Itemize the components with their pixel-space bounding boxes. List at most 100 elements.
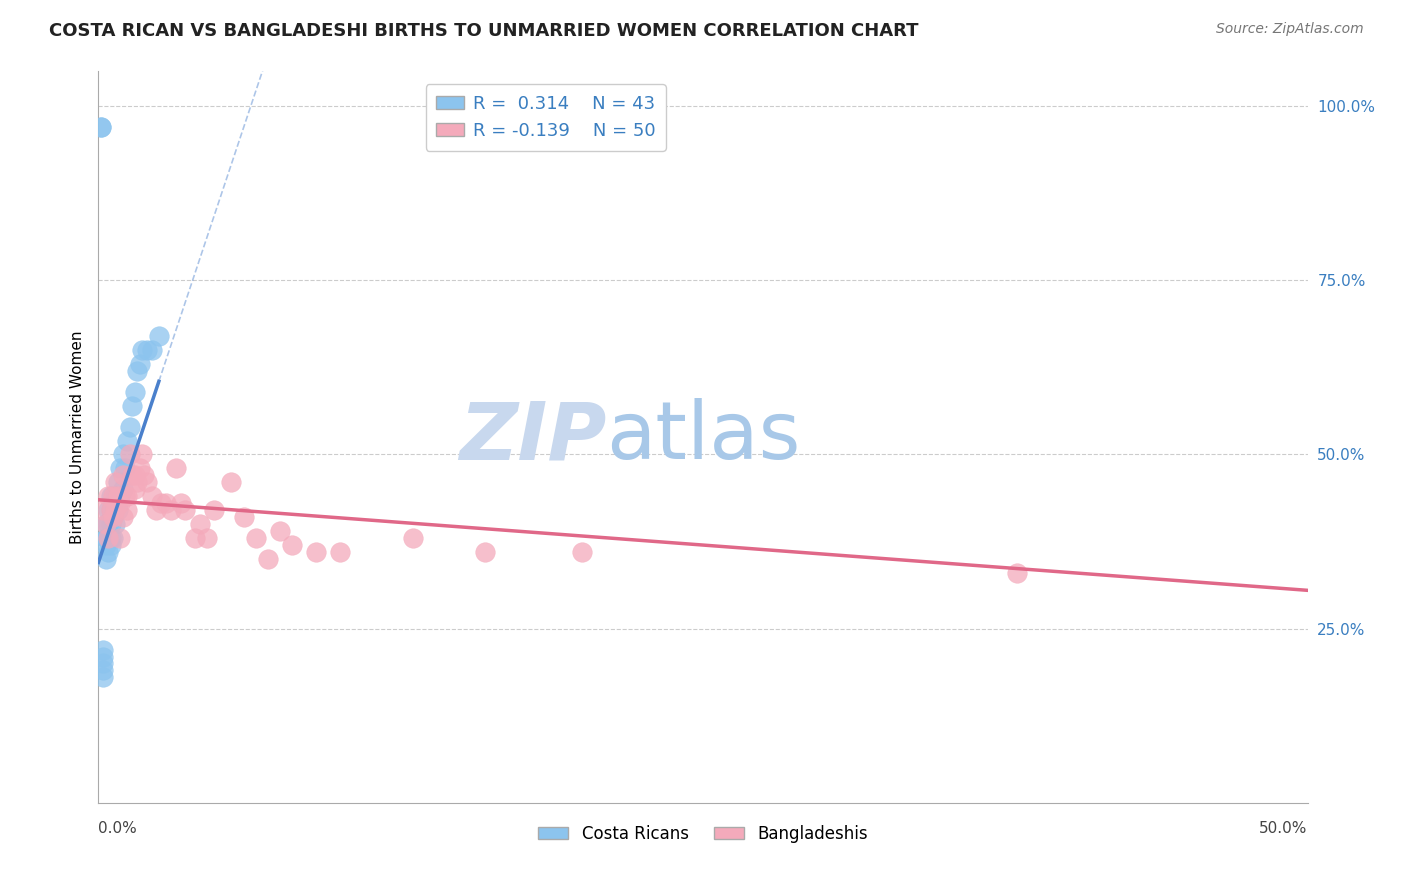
Point	[184, 531, 207, 545]
Point	[94, 517, 117, 532]
Point	[150, 496, 173, 510]
Point	[104, 475, 127, 490]
Text: atlas: atlas	[606, 398, 800, 476]
Point	[101, 496, 124, 510]
Point	[329, 545, 352, 559]
Point	[100, 531, 122, 545]
Point	[141, 489, 163, 503]
Text: ZIP: ZIP	[458, 398, 606, 476]
Point	[101, 510, 124, 524]
Point	[104, 517, 127, 532]
Text: 0.0%: 0.0%	[98, 821, 138, 836]
Y-axis label: Births to Unmarried Women: Births to Unmarried Women	[69, 330, 84, 544]
Point	[269, 524, 291, 538]
Point	[91, 657, 114, 671]
Point	[108, 531, 131, 545]
Point	[101, 531, 124, 545]
Point	[114, 461, 136, 475]
Point	[111, 448, 134, 462]
Point	[100, 538, 122, 552]
Point	[128, 461, 150, 475]
Point	[90, 120, 112, 134]
Text: Source: ZipAtlas.com: Source: ZipAtlas.com	[1216, 22, 1364, 37]
Point	[111, 510, 134, 524]
Point	[155, 496, 177, 510]
Point	[127, 364, 149, 378]
Point	[245, 531, 267, 545]
Point	[91, 642, 114, 657]
Point	[145, 503, 167, 517]
Point	[108, 489, 131, 503]
Point	[97, 531, 120, 545]
Point	[124, 384, 146, 399]
Point	[305, 545, 328, 559]
Point	[94, 531, 117, 545]
Point	[160, 503, 183, 517]
Point	[91, 670, 114, 684]
Point	[94, 517, 117, 532]
Point	[97, 489, 120, 503]
Point	[232, 510, 254, 524]
Point	[107, 489, 129, 503]
Text: 50.0%: 50.0%	[1260, 821, 1308, 836]
Point	[281, 538, 304, 552]
Point	[94, 552, 117, 566]
Point	[134, 468, 156, 483]
Point	[104, 503, 127, 517]
Point	[118, 419, 141, 434]
Point	[91, 664, 114, 678]
Point	[94, 531, 117, 545]
Point	[128, 357, 150, 371]
Point	[101, 489, 124, 503]
Point	[141, 343, 163, 357]
Point	[204, 503, 226, 517]
Point	[402, 531, 425, 545]
Point	[256, 552, 278, 566]
Point	[135, 475, 157, 490]
Point	[165, 461, 187, 475]
Point	[117, 434, 139, 448]
Point	[100, 489, 122, 503]
Point	[97, 517, 120, 532]
Point	[107, 503, 129, 517]
Point	[117, 503, 139, 517]
Point	[91, 649, 114, 664]
Point	[127, 475, 149, 490]
Point	[114, 489, 136, 503]
Point	[174, 503, 197, 517]
Point	[104, 489, 127, 503]
Point	[111, 483, 134, 497]
Point	[100, 503, 122, 517]
Point	[124, 468, 146, 483]
Point	[135, 343, 157, 357]
Point	[108, 461, 131, 475]
Point	[474, 545, 496, 559]
Point	[117, 489, 139, 503]
Point	[101, 510, 124, 524]
Point	[90, 120, 112, 134]
Point	[124, 483, 146, 497]
Point	[1007, 566, 1029, 580]
Point	[107, 475, 129, 490]
Point	[121, 468, 143, 483]
Point	[97, 531, 120, 545]
Point	[111, 468, 134, 483]
Point	[148, 329, 170, 343]
Point	[169, 496, 191, 510]
Point	[571, 545, 593, 559]
Point	[100, 503, 122, 517]
Point	[108, 496, 131, 510]
Point	[91, 503, 114, 517]
Point	[100, 517, 122, 532]
Point	[118, 448, 141, 462]
Point	[121, 399, 143, 413]
Point	[97, 545, 120, 559]
Point	[195, 531, 218, 545]
Text: COSTA RICAN VS BANGLADESHI BIRTHS TO UNMARRIED WOMEN CORRELATION CHART: COSTA RICAN VS BANGLADESHI BIRTHS TO UNM…	[49, 22, 918, 40]
Point	[97, 503, 120, 517]
Point	[221, 475, 243, 490]
Point	[188, 517, 211, 532]
Point	[131, 448, 153, 462]
Point	[94, 538, 117, 552]
Point	[131, 343, 153, 357]
